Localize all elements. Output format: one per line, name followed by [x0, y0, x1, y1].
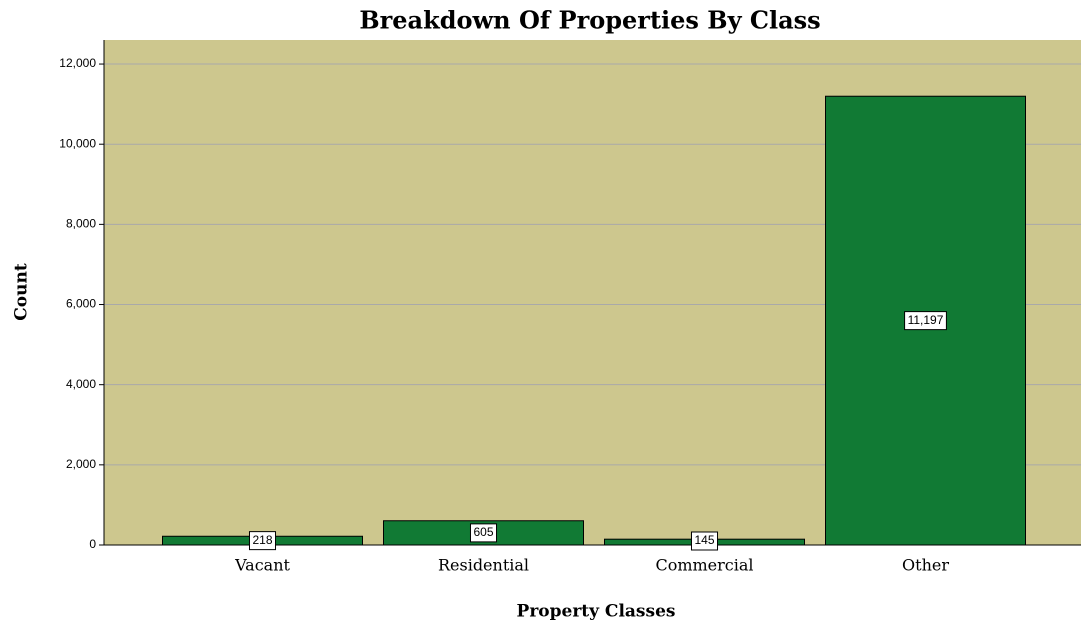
y-tick-label: 2,000 [66, 457, 96, 471]
y-tick-label: 0 [89, 537, 96, 551]
y-tick-label: 8,000 [66, 217, 96, 231]
value-label-box [469, 523, 498, 543]
y-tick-label: 10,000 [59, 136, 96, 150]
value-label-box [690, 531, 719, 551]
x-axis-label: Property Classes [517, 602, 676, 622]
x-tick-label: Other [902, 556, 949, 575]
y-tick-label: 4,000 [66, 377, 96, 391]
y-tick-label: 6,000 [66, 297, 96, 311]
x-tick-label: Residential [438, 556, 529, 575]
y-tick-label: 12,000 [59, 56, 96, 70]
value-label: 145 [694, 533, 714, 547]
chart-title: Breakdown Of Properties By Class [359, 6, 820, 35]
x-tick-label: Commercial [655, 556, 753, 575]
value-label: 218 [252, 533, 272, 547]
value-label: 11,197 [908, 313, 944, 327]
y-axis-label: Count [12, 263, 32, 321]
value-label: 605 [473, 525, 493, 539]
value-label-box [248, 531, 277, 551]
value-label-box [904, 311, 947, 331]
x-tick-label: Vacant [234, 556, 290, 575]
